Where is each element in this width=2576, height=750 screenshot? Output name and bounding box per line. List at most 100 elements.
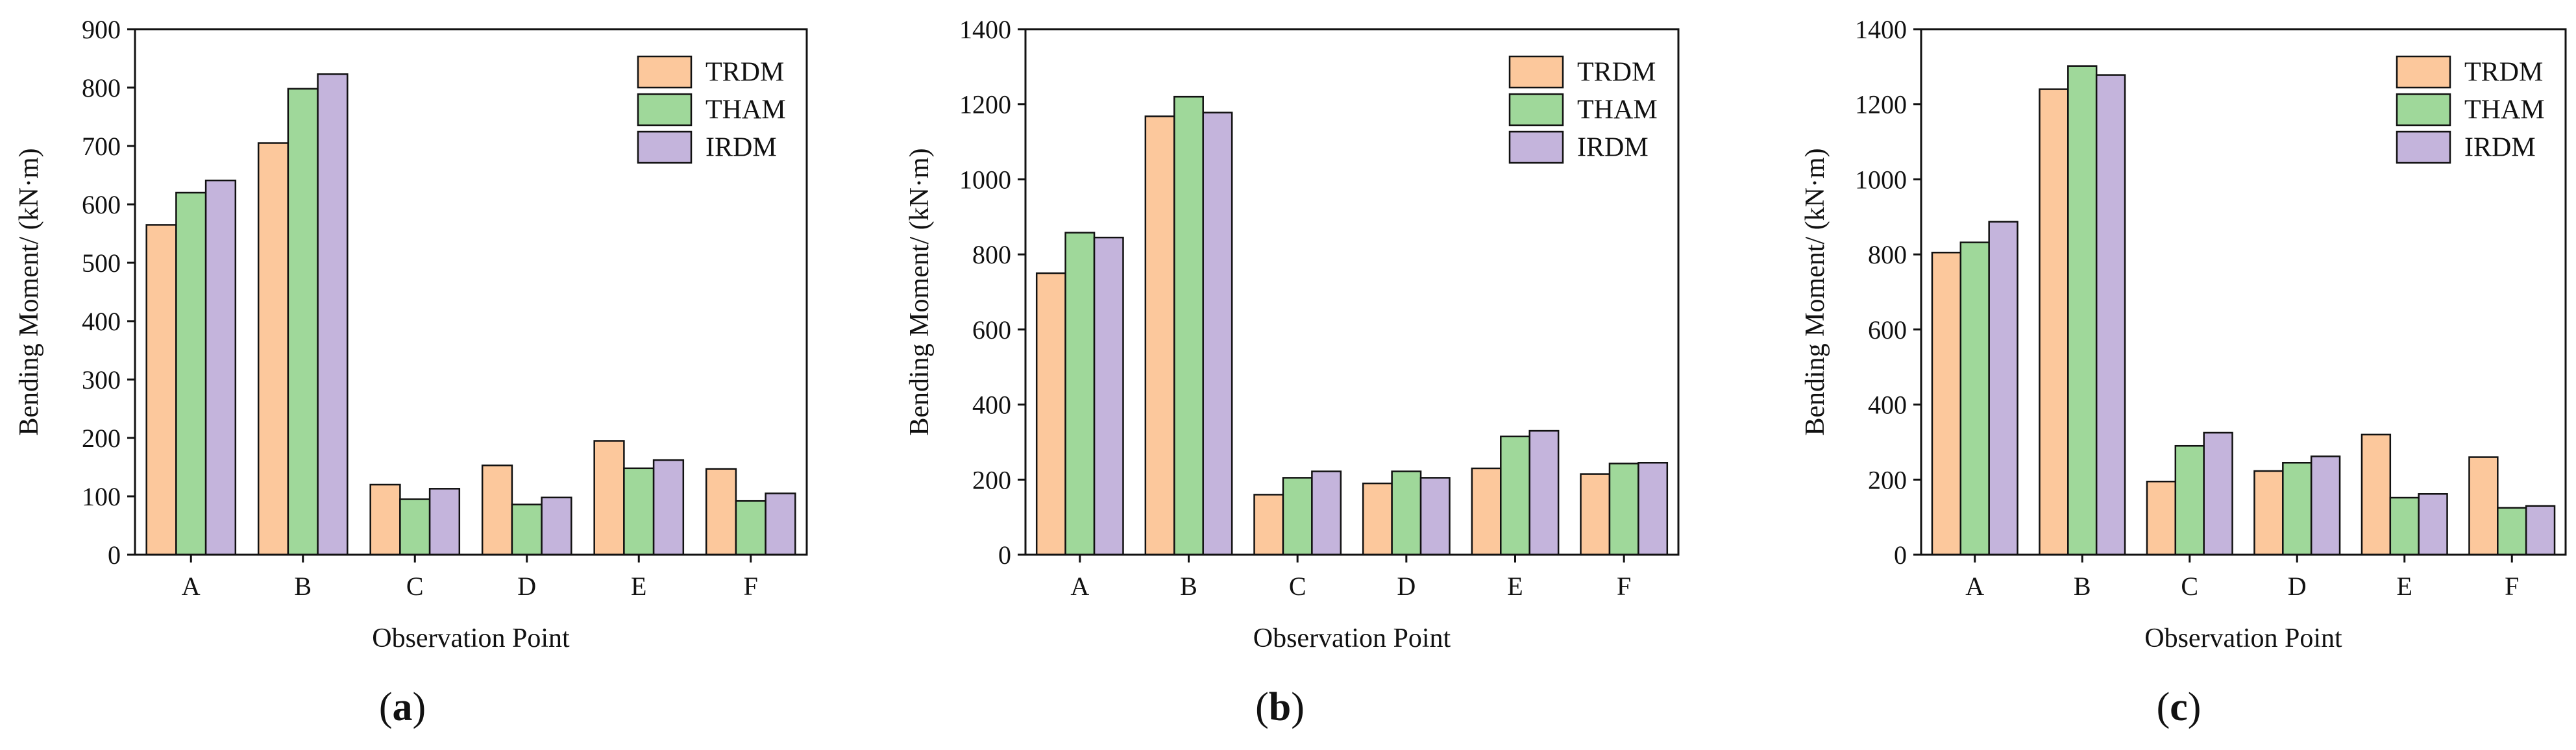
legend-swatch-trdm [2396, 55, 2451, 89]
bar-trdm-f [2468, 456, 2499, 556]
bar-trdm-a [1035, 272, 1066, 556]
bar-tham-f [1608, 463, 1639, 556]
bar-irdm-a [1093, 236, 1124, 556]
legend: TRDM THAM IRDM [637, 55, 786, 164]
bar-tham-d [2282, 462, 2312, 556]
legend-swatch-tham [1508, 93, 1564, 127]
y-tick-label: 300 [82, 365, 121, 394]
series-irdm [1093, 112, 1669, 556]
legend-swatch-trdm [1508, 55, 1564, 89]
x-tick-label: A [1070, 572, 1089, 601]
bar-trdm-c [369, 483, 401, 556]
y-tick-label: 700 [82, 132, 121, 161]
y-tick-label: 1200 [959, 90, 1011, 119]
series-irdm [204, 73, 796, 556]
bar-tham-c [399, 498, 431, 556]
bar-tham-a [1959, 241, 1990, 556]
y-tick-label: 600 [972, 315, 1011, 345]
bar-trdm-a [145, 224, 177, 556]
chart-panel-c: 0 200 400 600 800 1000 1200 1400 A B C D E F Observati… [1800, 15, 2567, 729]
bar-irdm-b [1202, 112, 1233, 556]
bar-irdm-c [1311, 470, 1342, 556]
bar-trdm-b [2039, 88, 2069, 556]
bar-irdm-d [2310, 455, 2341, 556]
x-tick-label: E [631, 572, 646, 601]
x-tick-label: D [517, 572, 536, 601]
plot-frame [1024, 28, 1680, 556]
chart-panel-b: 0 200 400 600 800 1000 1200 1400 A B C D E F Observati… [905, 15, 1680, 729]
x-tick-label: A [1965, 572, 1984, 601]
y-tick-label: 400 [82, 307, 121, 336]
y-tick-label: 0 [998, 540, 1011, 570]
bar-trdm-c [2146, 480, 2177, 556]
y-tick-label: 600 [82, 190, 121, 219]
y-tick-label: 1200 [1855, 90, 1907, 119]
x-tick-label: D [1397, 572, 1416, 601]
y-tick-label: 0 [1894, 540, 1907, 570]
y-axis-label: Bending Moment/ (kN·m) [1800, 148, 1830, 435]
y-tick-label: 200 [82, 424, 121, 453]
legend-swatch-irdm [2396, 130, 2451, 164]
series-irdm [1988, 74, 2556, 556]
y-tick-label: 1400 [959, 15, 1011, 44]
bar-trdm-e [593, 440, 625, 556]
x-tick-label: F [2505, 572, 2519, 601]
bar-tham-c [2174, 444, 2205, 556]
bar-irdm-d [1419, 477, 1451, 556]
bar-irdm-a [204, 179, 237, 556]
bar-trdm-d [1362, 482, 1393, 556]
bar-tham-e [1500, 435, 1530, 556]
legend: TRDM THAM IRDM [2396, 55, 2545, 164]
bar-irdm-f [2525, 505, 2556, 556]
bar-irdm-d [541, 496, 572, 556]
legend-swatch-irdm [1508, 130, 1564, 164]
y-tick-label: 800 [82, 73, 121, 103]
x-tick-label: E [2397, 572, 2412, 601]
legend-label-tham: THAM [2464, 95, 2545, 125]
x-tick-label: F [744, 572, 758, 601]
y-tick-label: 1400 [1855, 15, 1907, 44]
y-tick-label: 200 [972, 465, 1011, 494]
bar-trdm-b [257, 142, 289, 556]
bar-tham-f [735, 500, 767, 556]
legend: TRDM THAM IRDM [1508, 55, 1658, 164]
legend-swatch-irdm [637, 130, 693, 164]
x-tick-label: D [2288, 572, 2307, 601]
bar-trdm-c [1253, 494, 1284, 556]
legend-label-tham: THAM [1577, 95, 1658, 125]
bar-irdm-f [1638, 462, 1669, 556]
bar-irdm-a [1988, 221, 2018, 556]
plot-frame [134, 28, 808, 556]
bar-irdm-b [317, 73, 349, 556]
bar-trdm-a [1931, 252, 1962, 556]
legend-label-irdm: IRDM [2464, 132, 2536, 162]
bar-trdm-d [481, 465, 513, 556]
legend-label-trdm: TRDM [705, 57, 784, 87]
bar-trdm-f [705, 468, 737, 556]
legend-swatch-tham [637, 93, 693, 127]
y-tick-label: 500 [82, 248, 121, 278]
legend-label-irdm: IRDM [1577, 132, 1649, 162]
y-tick-label: 900 [82, 15, 121, 44]
panel-label: (b) [1255, 685, 1305, 729]
legend-label-trdm: TRDM [2464, 57, 2543, 87]
y-axis-label: Bending Moment/ (kN·m) [905, 148, 935, 435]
y-tick-label: 800 [1868, 240, 1907, 269]
legend-swatch-trdm [637, 55, 693, 89]
bar-tham-c [1282, 477, 1313, 556]
series-tham [1959, 65, 2527, 556]
panel-label: (c) [2157, 685, 2202, 729]
bar-irdm-e [1528, 429, 1560, 556]
series-trdm [145, 142, 737, 556]
y-tick-label: 600 [1868, 315, 1907, 345]
bar-trdm-e [2361, 433, 2392, 556]
x-tick-label: E [1507, 572, 1523, 601]
bar-trdm-b [1144, 115, 1175, 556]
y-tick-label: 1000 [959, 165, 1011, 194]
bar-irdm-b [2095, 74, 2126, 556]
x-tick-label: B [294, 572, 312, 601]
x-tick-label: B [2074, 572, 2091, 601]
bar-trdm-d [2253, 470, 2284, 556]
y-tick-label: 800 [972, 240, 1011, 269]
